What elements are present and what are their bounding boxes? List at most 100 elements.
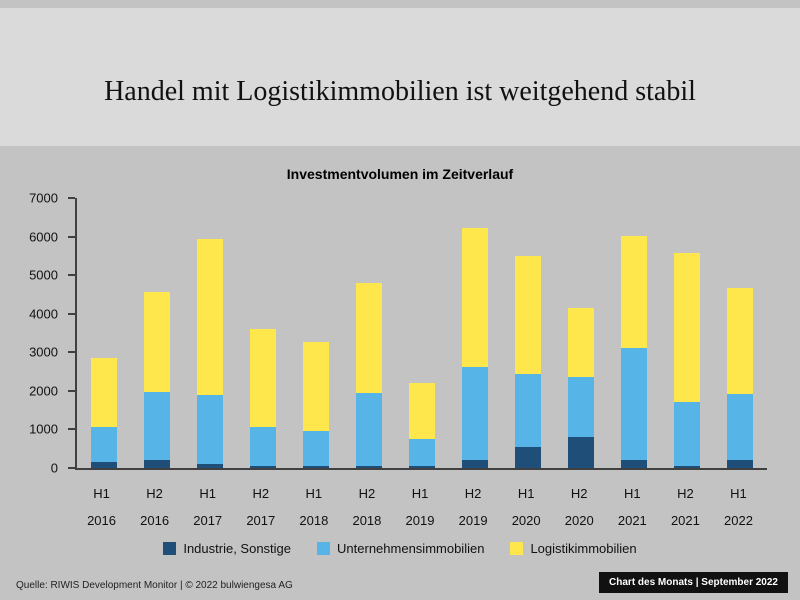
segment-unternehmensimmobilien bbox=[90, 427, 117, 462]
x-label-year: 2018 bbox=[352, 513, 382, 528]
segment-unternehmensimmobilien bbox=[409, 439, 435, 466]
stacked-bar bbox=[568, 308, 595, 468]
x-label-half: H2 bbox=[570, 486, 588, 501]
segment-industrie-sonstige bbox=[249, 466, 276, 468]
chart-legend: Industrie, Sonstige Unternehmensimmobilie… bbox=[0, 541, 800, 556]
y-tick-mark bbox=[68, 197, 75, 199]
stacked-bar bbox=[196, 239, 223, 468]
x-label-year: 2016 bbox=[140, 513, 170, 528]
bar-column-h1-2020 bbox=[502, 198, 555, 468]
bar-column-h1-2021 bbox=[608, 198, 661, 468]
legend-swatch bbox=[510, 542, 524, 555]
y-axis: 0 1000 2000 3000 4000 5000 6000 7000 bbox=[0, 191, 68, 476]
stacked-bar bbox=[409, 383, 435, 468]
x-label-half: H2 bbox=[146, 486, 163, 501]
segment-logistikimmobilien bbox=[409, 383, 435, 439]
stacked-bar bbox=[621, 236, 648, 468]
stacked-bar bbox=[674, 253, 701, 468]
y-tick-label: 3000 bbox=[29, 344, 58, 360]
y-tick-label: 5000 bbox=[29, 267, 58, 283]
y-tick-label: 0 bbox=[50, 460, 58, 476]
stacked-bar bbox=[249, 329, 276, 468]
segment-logistikimmobilien bbox=[515, 256, 542, 374]
title-band: Handel mit Logistikimmobilien ist weitge… bbox=[0, 8, 800, 146]
x-label-half: H1 bbox=[199, 486, 216, 501]
x-label-year: 2021 bbox=[617, 513, 647, 528]
segment-industrie-sonstige bbox=[196, 464, 223, 468]
segment-logistikimmobilien bbox=[143, 292, 170, 392]
bar-column-h2-2019 bbox=[449, 198, 502, 468]
y-tick-mark bbox=[68, 312, 75, 315]
segment-logistikimmobilien bbox=[196, 239, 223, 395]
segment-unternehmensimmobilien bbox=[515, 374, 542, 447]
segment-logistikimmobilien bbox=[568, 308, 595, 377]
segment-logistikimmobilien bbox=[249, 329, 276, 427]
stacked-bar bbox=[515, 256, 542, 468]
x-label-half: H2 bbox=[358, 486, 376, 501]
y-tick-mark bbox=[68, 235, 75, 238]
bar-column-h1-2022 bbox=[714, 198, 767, 468]
x-label-year: 2016 bbox=[87, 513, 116, 528]
x-label-half: H2 bbox=[464, 486, 482, 501]
bar-column-h1-2019 bbox=[395, 198, 448, 468]
bar-column-h1-2016 bbox=[77, 198, 130, 468]
legend-label: Logistikimmobilien bbox=[530, 541, 637, 556]
x-label-year: 2020 bbox=[564, 513, 594, 528]
bar-column-h2-2016 bbox=[130, 198, 183, 468]
segment-industrie-sonstige bbox=[409, 466, 435, 468]
segment-industrie-sonstige bbox=[674, 466, 701, 468]
segment-industrie-sonstige bbox=[90, 462, 117, 468]
y-tick-mark bbox=[68, 428, 75, 431]
y-tick-label: 6000 bbox=[29, 229, 58, 245]
legend-label: Unternehmensimmobilien bbox=[337, 541, 485, 556]
segment-unternehmensimmobilien bbox=[143, 392, 170, 460]
x-label-year: 2019 bbox=[405, 513, 435, 528]
segment-unternehmensimmobilien bbox=[727, 394, 754, 460]
legend-swatch bbox=[317, 542, 331, 555]
segment-logistikimmobilien bbox=[462, 228, 489, 367]
stacked-bar bbox=[90, 358, 117, 468]
stacked-bar bbox=[727, 288, 754, 468]
segment-logistikimmobilien bbox=[621, 236, 648, 348]
y-tick-mark bbox=[68, 351, 75, 354]
segment-industrie-sonstige bbox=[727, 460, 754, 468]
segment-unternehmensimmobilien bbox=[249, 427, 276, 466]
slide-title: Handel mit Logistikimmobilien ist weitge… bbox=[104, 76, 696, 107]
x-label-year: 2022 bbox=[724, 513, 753, 528]
segment-logistikimmobilien bbox=[302, 342, 329, 431]
bar-column-h1-2018 bbox=[289, 198, 342, 468]
x-label-half: H2 bbox=[252, 486, 270, 501]
segment-industrie-sonstige bbox=[515, 447, 542, 468]
y-tick-label: 2000 bbox=[29, 383, 58, 399]
segment-logistikimmobilien bbox=[355, 283, 382, 393]
segment-industrie-sonstige bbox=[621, 460, 648, 468]
legend-swatch bbox=[163, 542, 177, 555]
x-label-year: 2019 bbox=[458, 513, 488, 528]
source-note: Quelle: RIWIS Development Monitor | © 20… bbox=[16, 580, 293, 591]
chart-title: Investmentvolumen im Zeitverlauf bbox=[286, 166, 514, 182]
stacked-bar bbox=[462, 228, 489, 468]
segment-logistikimmobilien bbox=[727, 288, 754, 394]
x-label-year: 2017 bbox=[193, 513, 223, 528]
x-label-half: H2 bbox=[677, 486, 694, 501]
y-tick-mark bbox=[68, 467, 75, 469]
x-axis-year-labels: 2016 2016 2017 2017 2018 2018 2019 2019 2020 2020… bbox=[75, 513, 765, 528]
x-label-half: H1 bbox=[730, 486, 747, 501]
x-label-half: H1 bbox=[93, 486, 110, 501]
legend-item-unternehmensimmobilien: Unternehmensimmobilien bbox=[317, 541, 484, 556]
x-label-half: H1 bbox=[305, 486, 323, 501]
x-label-year: 2021 bbox=[670, 513, 700, 528]
segment-logistikimmobilien bbox=[90, 358, 117, 427]
x-label-half: H1 bbox=[411, 486, 429, 501]
segment-unternehmensimmobilien bbox=[302, 431, 329, 466]
bar-column-h2-2021 bbox=[661, 198, 714, 468]
legend-item-logistikimmobilien: Logistikimmobilien bbox=[510, 541, 637, 556]
legend-label: Industrie, Sonstige bbox=[183, 541, 292, 556]
y-tick-mark bbox=[68, 274, 75, 277]
segment-industrie-sonstige bbox=[355, 466, 382, 468]
bar-column-h1-2017 bbox=[183, 198, 236, 468]
segment-industrie-sonstige bbox=[143, 460, 170, 468]
segment-unternehmensimmobilien bbox=[568, 377, 595, 437]
segment-logistikimmobilien bbox=[674, 253, 701, 402]
